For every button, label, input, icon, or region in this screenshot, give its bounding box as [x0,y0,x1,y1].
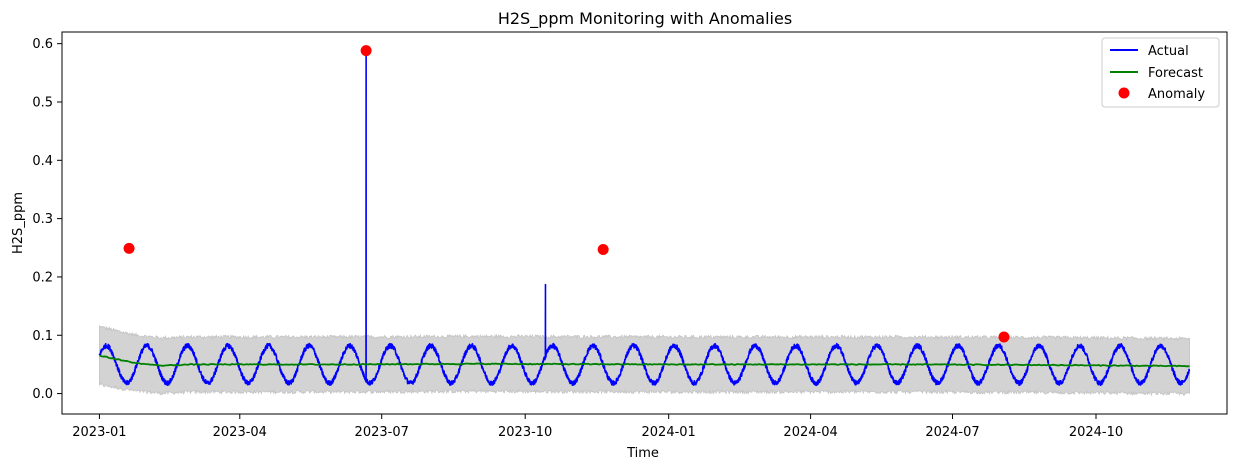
anomaly-point-1 [123,242,135,254]
confidence-band [99,325,1190,397]
x-tick-label-4: 2023-10 [498,425,552,440]
actual-series-line [98,49,1191,387]
anomaly-point-4 [998,331,1010,343]
forecast-series-line [99,354,1190,368]
x-axis-label: Time [626,446,659,461]
confidence-band-layer [99,325,1190,397]
x-tick-label-2: 2023-04 [213,425,267,440]
forecast-series-layer [99,354,1190,368]
anomaly-series-layer [123,45,1010,343]
x-axis: 2023-01 2023-04 2023-07 2023-10 2024-01 2024-… [72,414,1123,440]
y-tick-label-1: 0.0 [32,387,53,402]
y-tick-label-3: 0.2 [32,270,53,285]
chart-title: H2S_ppm Monitoring with Anomalies [498,9,792,29]
y-axis: 0.0 0.1 0.2 0.3 0.4 0.5 0.6 [32,37,62,402]
legend-anomaly-label: Anomaly [1148,87,1205,102]
x-tick-label-7: 2024-07 [925,425,979,440]
y-tick-label-4: 0.3 [32,212,53,227]
plot-frame [61,31,1228,415]
x-tick-label-5: 2024-01 [642,425,696,440]
anomaly-point-3 [597,244,609,256]
y-tick-label-5: 0.4 [32,154,53,169]
x-tick-label-6: 2024-04 [783,425,837,440]
legend-forecast-label: Forecast [1148,66,1203,81]
y-tick-label-2: 0.1 [32,329,53,344]
legend-box [1101,37,1220,108]
legend: Actual Forecast Anomaly [1101,37,1220,108]
anomaly-point-2 [360,45,372,57]
x-tick-label-3: 2023-07 [355,425,409,440]
y-axis-label: H2S_ppm [11,192,26,254]
y-tick-label-7: 0.6 [32,37,53,52]
legend-actual-label: Actual [1148,44,1189,59]
legend-anomaly-swatch [1118,87,1130,99]
actual-series-layer [98,49,1191,387]
x-tick-label-1: 2023-01 [72,425,126,440]
y-tick-label-6: 0.5 [32,95,53,110]
x-tick-label-8: 2024-10 [1069,425,1123,440]
